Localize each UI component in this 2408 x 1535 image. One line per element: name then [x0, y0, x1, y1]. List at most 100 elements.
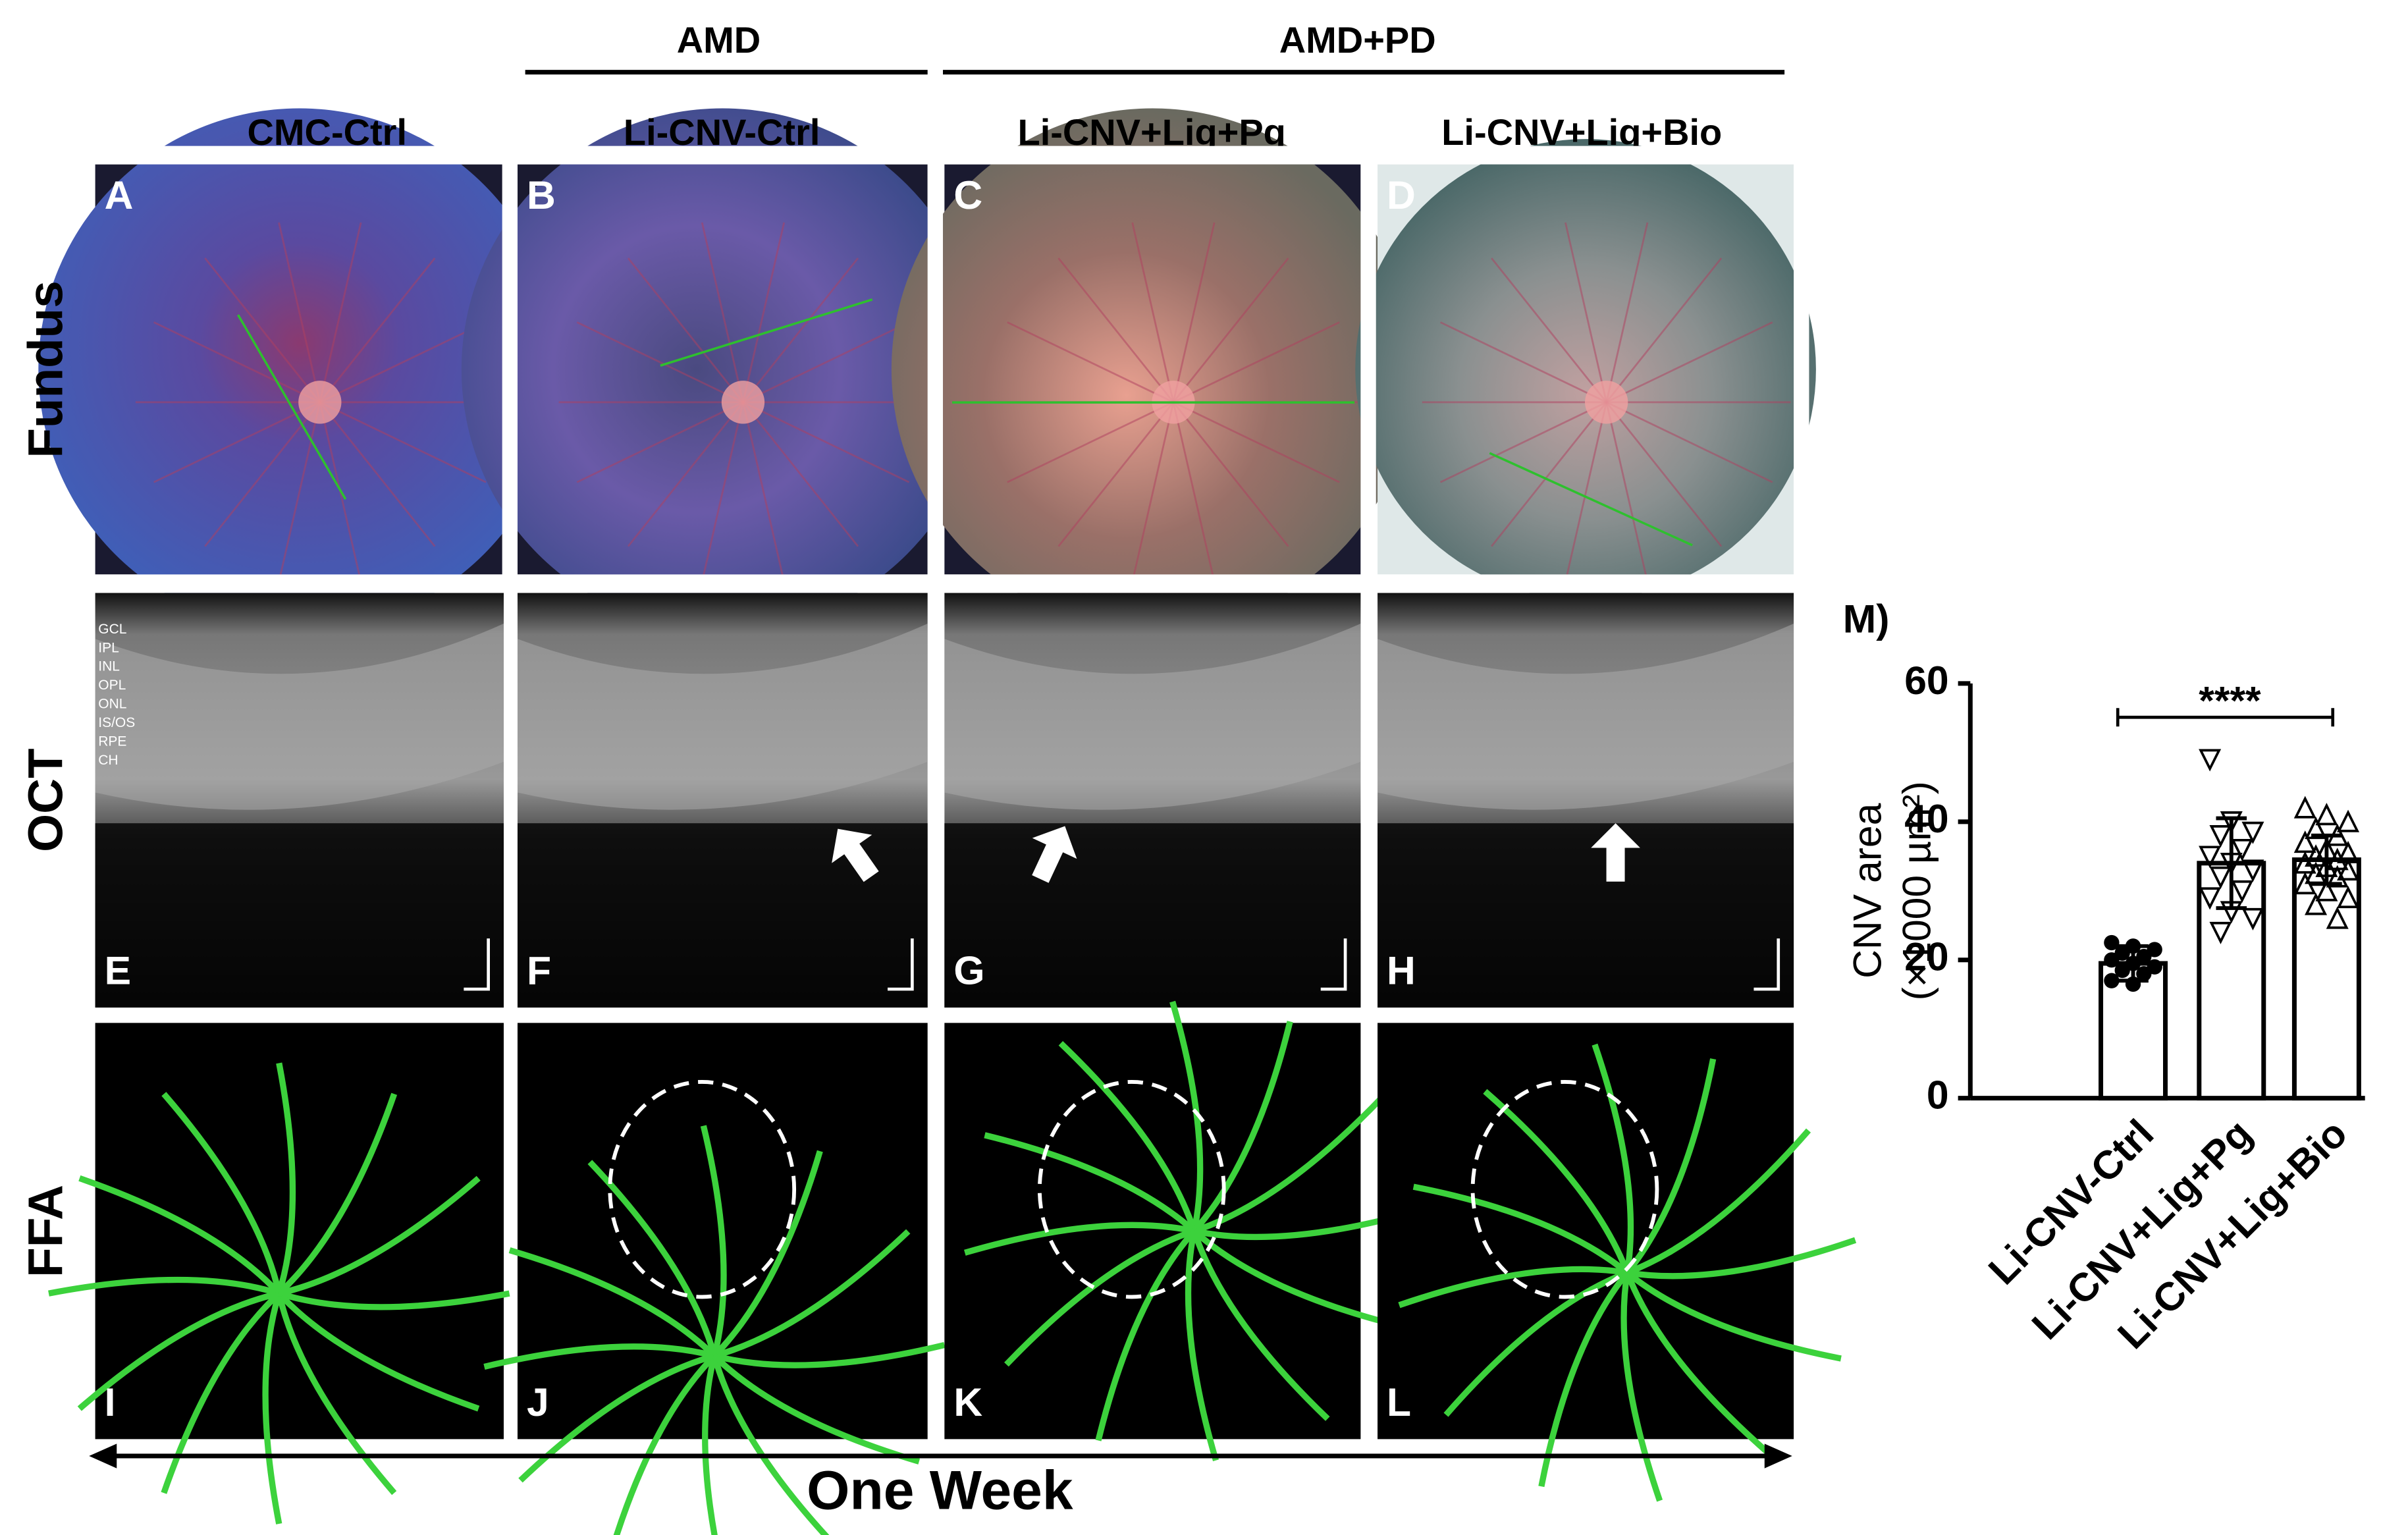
ffa-vessel [77, 1290, 280, 1411]
oct-layer-label: INL [98, 659, 120, 674]
optic-disc [1585, 381, 1628, 424]
vessel [1172, 257, 1289, 403]
vessel [701, 402, 744, 582]
vessel [1131, 402, 1175, 582]
vessel [319, 257, 436, 403]
vessel [1172, 222, 1216, 403]
retina-band [1378, 623, 1794, 810]
data-point [2104, 934, 2120, 951]
ffa-vessel [1169, 1000, 1204, 1232]
ffa-vessel [276, 1293, 397, 1495]
image-panel [517, 593, 928, 1008]
data-point [2326, 906, 2349, 929]
ffa-vessel [48, 1276, 281, 1297]
ffa-vessel [78, 1175, 282, 1296]
vessel [742, 257, 859, 403]
ffa-vessel [262, 1292, 282, 1524]
ffa-vessel [508, 1247, 717, 1359]
time-label: One Week [807, 1459, 1073, 1521]
retina-band [517, 623, 928, 810]
vessel [742, 401, 859, 547]
vessel [1606, 401, 1773, 483]
ffa-vessel [278, 1290, 510, 1310]
ffa-vessel [1058, 1040, 1198, 1232]
oct-lower [944, 823, 1361, 1008]
y-tick-label: 40 [1904, 796, 1948, 841]
image-panel [95, 593, 504, 1008]
image-panel [891, 108, 1414, 631]
ffa-vessel [1483, 1089, 1630, 1274]
fundus-image [461, 108, 984, 631]
ffa-vessel [1193, 1095, 1385, 1234]
scale-bar [1320, 938, 1347, 991]
data-point [2209, 921, 2232, 944]
y-axis-label: CNV area [1845, 803, 1890, 978]
image-panel [944, 1000, 1425, 1461]
vessel [153, 401, 321, 483]
data-point [2136, 966, 2152, 982]
vessel [1172, 401, 1289, 547]
lesion-outline [1037, 1080, 1226, 1299]
scan-line [660, 298, 873, 367]
data-point [2326, 865, 2349, 888]
vessel [1606, 321, 1773, 404]
ffa-vessel [278, 1175, 481, 1297]
data-point [2241, 821, 2264, 844]
data-point [2231, 880, 2254, 903]
image-panels [38, 108, 1857, 1535]
vessel [1605, 401, 1723, 547]
ffa-vessel [1185, 1230, 1219, 1461]
image-panel [944, 593, 1361, 1008]
image-panel [1378, 593, 1794, 1008]
vessel [1605, 402, 1649, 582]
oct-lower [517, 823, 928, 1008]
ffa-vessel [713, 1229, 911, 1359]
vessel [319, 222, 362, 403]
vessel [153, 321, 321, 404]
oct-lower [1378, 823, 1794, 1008]
ffa-vessel [713, 1341, 946, 1368]
data-point [2337, 886, 2360, 909]
panel-letter: L [1387, 1380, 1411, 1424]
ffa-image [1378, 1023, 1794, 1440]
vessel [1057, 401, 1175, 547]
scale-bar [1753, 938, 1780, 991]
data-point [2293, 872, 2316, 895]
data-point [2104, 973, 2120, 988]
oct-layer-label: GCL [98, 622, 126, 637]
ffa-vessel [1620, 1272, 1663, 1502]
vessel [204, 257, 321, 403]
panel-letter: K [953, 1380, 982, 1424]
retina-band [95, 623, 504, 810]
data-point [2337, 809, 2360, 832]
image-panel [48, 1023, 510, 1524]
row-label: Fundus [17, 281, 72, 458]
vessel [319, 401, 436, 547]
vessel [742, 401, 910, 483]
ffa-vessel [1004, 1227, 1196, 1367]
ffa-vessel [1443, 1270, 1628, 1417]
oct-layer-label: RPE [98, 734, 126, 749]
error-bar [2216, 816, 2247, 910]
ffa-vessel [712, 1150, 823, 1359]
gap-mask [502, 153, 518, 584]
data-point [2293, 795, 2316, 819]
vessel [1491, 401, 1607, 547]
error-bar [2311, 833, 2342, 886]
significance-label: **** [2199, 678, 2261, 722]
gap-mask [1794, 153, 1809, 584]
scale-bar [464, 938, 490, 991]
vessel [1491, 257, 1607, 403]
vessel [1057, 257, 1175, 403]
oct-layer-label: ONL [98, 697, 126, 712]
ffa-vessel [277, 1291, 480, 1412]
group-label: AMD+PD [1279, 19, 1436, 61]
lesion-outline [1470, 1080, 1659, 1299]
significance-bar [2116, 708, 2335, 727]
vessel [627, 257, 744, 403]
data-point [2315, 878, 2338, 902]
error-bar [2118, 944, 2149, 983]
lesion-outline [608, 1080, 797, 1299]
vessel [701, 222, 744, 403]
